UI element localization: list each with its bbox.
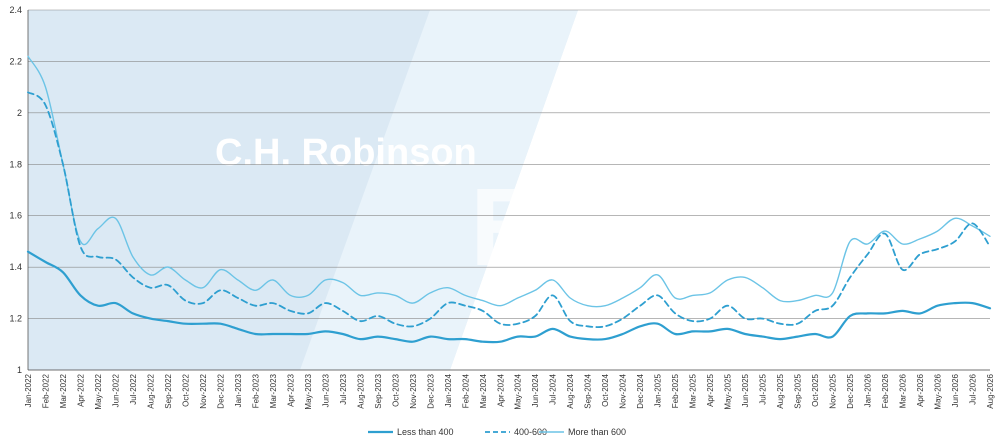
x-tick-label: Jul-2022 <box>129 373 138 404</box>
plot-series <box>26 55 992 344</box>
x-tick-label: Nov-2023 <box>409 373 418 408</box>
legend-label-400-600: 400-600 <box>514 427 547 437</box>
x-tick-label: Nov-2022 <box>199 373 208 408</box>
y-tick-label: 2 <box>17 108 22 118</box>
x-tick-label: Jan-2025 <box>654 373 663 407</box>
y-axis: 1 1.2 1.4 1.6 1.8 2 2.2 2.4 <box>9 5 29 375</box>
x-tick-label: Mar-2026 <box>899 373 908 408</box>
x-tick-label: May-2025 <box>724 373 733 409</box>
x-tick-label: Jul-2026 <box>969 373 978 404</box>
x-tick-label: Sep-2024 <box>584 373 593 408</box>
x-tick-label: Jul-2024 <box>549 373 558 404</box>
x-tick-label: Jul-2025 <box>759 373 768 404</box>
x-tick-label: Jun-2024 <box>531 373 540 407</box>
x-tick-label: Apr-2026 <box>916 373 925 406</box>
x-tick-label: Aug-2023 <box>356 373 365 408</box>
x-tick-label: Jan-2026 <box>864 373 873 407</box>
x-tick-label: Mar-2022 <box>59 373 68 408</box>
y-tick-label: 1.4 <box>9 262 22 272</box>
x-tick-label: Feb-2024 <box>461 373 470 408</box>
watermark: C.H. Robinson Edge <box>28 10 739 370</box>
x-tick-label: May-2023 <box>304 373 313 409</box>
series-line-more-than-600 <box>27 55 991 308</box>
series-line-400-600 <box>27 91 991 328</box>
x-tick-label: Apr-2023 <box>286 373 295 406</box>
series-line-less-than-400 <box>26 250 992 344</box>
legend: Less than 400 400-600 More than 600 <box>368 427 626 437</box>
y-tick-label: 2.2 <box>9 56 22 66</box>
x-tick-label: Feb-2026 <box>881 373 890 408</box>
legend-label-more-than-600: More than 600 <box>568 427 626 437</box>
x-tick-label: May-2022 <box>94 373 103 409</box>
x-tick-label: Feb-2025 <box>671 373 680 408</box>
x-tick-label: Feb-2022 <box>41 373 50 408</box>
x-tick-label: May-2026 <box>934 373 943 409</box>
x-tick-label: Aug-2022 <box>146 373 155 408</box>
x-tick-label: Feb-2023 <box>251 373 260 408</box>
x-tick-label: Jun-2026 <box>951 373 960 407</box>
x-tick-label: Jan-2022 <box>24 373 33 407</box>
x-tick-label: Apr-2022 <box>76 373 85 406</box>
x-tick-label: Mar-2024 <box>479 373 488 408</box>
legend-label-less-than-400: Less than 400 <box>397 427 454 437</box>
x-tick-label: Oct-2025 <box>811 373 820 406</box>
y-tick-label: 1.6 <box>9 211 22 221</box>
x-tick-label: Jul-2023 <box>339 373 348 404</box>
x-tick-label: Apr-2025 <box>706 373 715 406</box>
x-tick-label: Sep-2022 <box>164 373 173 408</box>
x-tick-label: Jan-2023 <box>234 373 243 407</box>
x-tick-label: Nov-2025 <box>829 373 838 408</box>
x-tick-label: Jan-2024 <box>444 373 453 407</box>
x-tick-label: Mar-2025 <box>689 373 698 408</box>
x-tick-label: May-2024 <box>514 373 523 409</box>
x-tick-label: Oct-2024 <box>601 373 610 406</box>
x-tick-label: Sep-2023 <box>374 373 383 408</box>
watermark-panel-fade <box>300 10 578 370</box>
x-tick-label: Oct-2022 <box>181 373 190 406</box>
x-tick-label: Jun-2023 <box>321 373 330 407</box>
x-tick-label: Sep-2025 <box>794 373 803 408</box>
x-tick-label: Aug-2024 <box>566 373 575 408</box>
x-tick-label: Apr-2024 <box>496 373 505 406</box>
x-tick-label: Dec-2022 <box>216 373 225 408</box>
x-tick-label: Dec-2025 <box>846 373 855 408</box>
watermark-line1: C.H. Robinson <box>215 132 477 174</box>
x-tick-label: Oct-2023 <box>391 373 400 406</box>
y-tick-label: 1.8 <box>9 159 22 169</box>
x-axis: Jan-2022 Feb-2022 Mar-2022 Apr-2022 May-2022… <box>24 369 995 410</box>
x-tick-label: Mar-2023 <box>269 373 278 408</box>
x-tick-label: Nov-2024 <box>619 373 628 408</box>
x-tick-label: Dec-2023 <box>426 373 435 408</box>
x-tick-label: Dec-2024 <box>636 373 645 408</box>
x-tick-label: Aug-2025 <box>776 373 785 408</box>
y-tick-label: 1 <box>17 365 22 375</box>
x-tick-label: Aug-2026 <box>986 373 995 408</box>
y-tick-label: 2.4 <box>9 5 22 15</box>
watermark-line2: Edge <box>470 166 739 289</box>
y-tick-label: 1.2 <box>9 314 22 324</box>
x-tick-label: Jun-2022 <box>111 373 120 407</box>
x-tick-label: Jun-2025 <box>741 373 750 407</box>
